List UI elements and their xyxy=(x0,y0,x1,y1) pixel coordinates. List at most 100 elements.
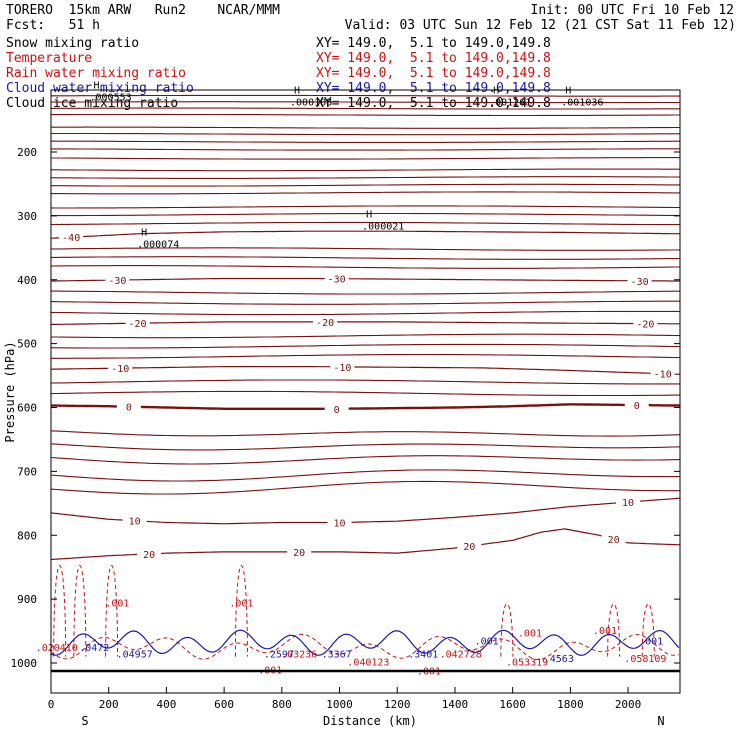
contour-label-bg xyxy=(287,545,312,558)
x-tick-label: 1000 xyxy=(326,698,353,711)
contour-label-bg xyxy=(122,514,147,527)
temperature-contour-label: 20 xyxy=(463,542,475,553)
low-level-value: .001 xyxy=(518,628,542,639)
contour-label-bg xyxy=(327,516,352,529)
pressure-level-contour xyxy=(51,132,681,136)
pressure-level-contour xyxy=(51,290,680,295)
pressure-level-contour xyxy=(50,205,680,209)
snow-max-value: .000108 xyxy=(290,98,332,109)
contour-label-bg xyxy=(59,231,84,244)
snow-max-marker: H xyxy=(565,86,571,97)
low-level-features xyxy=(50,565,680,661)
rain-contour xyxy=(607,603,621,657)
x-tick-label: 1400 xyxy=(442,698,469,711)
pressure-level-contour xyxy=(51,256,681,260)
init-time: Init: 00 UTC Fri 10 Feb 12 xyxy=(530,3,735,18)
field-cloud-water-xy: XY= 149.0, 5.1 to 149.0,149.8 xyxy=(316,81,551,96)
snow-max-marker: H xyxy=(141,227,147,238)
pressure-level-contour xyxy=(51,353,680,359)
pressure-level-contour xyxy=(50,455,681,465)
snow-max-value: .000553 xyxy=(89,93,131,104)
low-level-value: .058109 xyxy=(624,654,666,665)
pressure-level-contour xyxy=(50,390,680,397)
contour-label-bg xyxy=(624,399,649,412)
low-level-value: .2597 xyxy=(264,649,294,660)
low-level-value: .4563 xyxy=(544,654,574,665)
field-rain-label: Rain water mixing ratio xyxy=(6,66,187,81)
contour-label-bg xyxy=(313,315,338,328)
x-tick-label: 1200 xyxy=(384,698,411,711)
low-level-value: .040123 xyxy=(347,658,389,669)
contour-label-bg xyxy=(616,496,641,509)
temperature-contour-label: 10 xyxy=(622,498,634,509)
field-rain-xy: XY= 149.0, 5.1 to 149.0,149.8 xyxy=(316,66,551,81)
temperature-contour-label: -40 xyxy=(62,233,80,244)
contour-label-bg xyxy=(324,402,349,415)
temperature-contour-label: -30 xyxy=(328,275,346,286)
contour-label-bg xyxy=(330,360,355,373)
pressure-level-contour xyxy=(50,265,680,269)
x-tick-label: 800 xyxy=(272,698,292,711)
temperature-contour--10 xyxy=(50,366,681,375)
pressure-level-contour xyxy=(51,168,680,172)
pressure-level-contour xyxy=(50,443,681,451)
field-temperature-label: Temperature xyxy=(6,51,93,66)
low-level-value: .020410 xyxy=(36,643,78,654)
contour-labels: -40 -30 -30 -30 -20 -20 -20 -10 -10 -10 0 0 0 10 10 10 2… xyxy=(36,81,675,678)
valid-time: Valid: 03 UTC Sun 12 Feb 12 (21 CST Sat … xyxy=(344,18,736,33)
pressure-level-contour xyxy=(50,430,681,437)
contour-label-bg xyxy=(116,400,141,413)
x-tick-label: 400 xyxy=(156,698,176,711)
contour-label-bg xyxy=(125,317,150,330)
y-tick-label: 700 xyxy=(17,465,37,478)
pressure-level-contour xyxy=(50,221,680,226)
contour-label-bg xyxy=(105,274,130,287)
pressure-level-contour xyxy=(50,310,681,316)
y-tick-label: 200 xyxy=(17,146,37,159)
pressure-level-contour xyxy=(50,176,680,179)
y-tick-label: 1000 xyxy=(11,657,38,670)
y-tick-label: 800 xyxy=(17,529,37,542)
pressure-level-contour xyxy=(51,183,680,187)
field-temperature-xy: XY= 149.0, 5.1 to 149.0,149.8 xyxy=(316,51,551,66)
field-snow-label: Snow mixing ratio xyxy=(6,36,140,51)
field-cloud-ice-label: Cloud ice mixing ratio xyxy=(6,96,179,111)
temperature-contour-0 xyxy=(51,403,681,410)
field-snow-xy: XY= 149.0, 5.1 to 149.0,149.8 xyxy=(316,36,551,51)
temperature-contour-label: -10 xyxy=(654,370,672,381)
cloud-water-contour xyxy=(50,629,680,656)
x-tick-label: 1600 xyxy=(499,698,526,711)
temperature-contour-label: -20 xyxy=(636,320,654,331)
contour-label-bg xyxy=(457,540,482,553)
temperature-contour--20 xyxy=(50,321,680,326)
south-label: S xyxy=(81,714,88,728)
temperature-contour-label: -10 xyxy=(111,364,129,375)
snow-max-value: .000074 xyxy=(137,239,179,250)
contour-label-bg xyxy=(324,272,349,285)
x-axis-title: Distance (km) xyxy=(323,714,417,728)
temperature-contour-label: 0 xyxy=(126,403,132,414)
forecast-hour: Fcst: 51 h xyxy=(6,18,100,33)
pressure-level-contour xyxy=(50,300,680,305)
pressure-level-contour xyxy=(51,191,680,195)
rain-contour xyxy=(73,565,87,657)
x-tick-label: 0 xyxy=(48,698,55,711)
x-tick-label: 200 xyxy=(99,698,119,711)
rain-contour xyxy=(234,565,248,657)
pressure-level-contour xyxy=(51,94,680,97)
title-left: TORERO 15km ARW Run2 NCAR/MMM xyxy=(6,3,280,18)
low-level-value: .3367 xyxy=(322,649,352,660)
low-level-value: .001 xyxy=(639,637,663,648)
temperature-contour-label: 10 xyxy=(334,518,346,529)
y-tick-label: 300 xyxy=(17,210,37,223)
low-level-value: .0472 xyxy=(79,643,109,654)
low-level-value: .001 xyxy=(475,637,499,648)
pressure-level-contour xyxy=(50,343,681,349)
pressure-level-contour xyxy=(50,107,680,110)
rain-contour xyxy=(53,565,67,657)
x-tick-label: 2000 xyxy=(615,698,642,711)
contour-label-bg xyxy=(627,274,652,287)
snow-max-value: .000021 xyxy=(362,222,404,233)
contour-label-bg xyxy=(137,547,162,560)
